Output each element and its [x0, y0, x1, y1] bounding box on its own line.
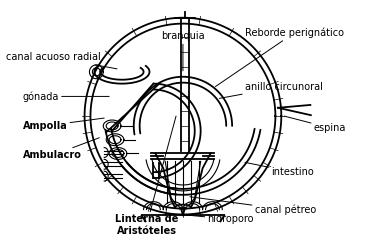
Text: Reborde perignático: Reborde perignático [215, 27, 344, 87]
Text: hidroporo: hidroporo [181, 214, 254, 224]
Text: gónada: gónada [23, 91, 109, 102]
Text: canal pétreo: canal pétreo [190, 197, 316, 215]
Text: canal acuoso radial: canal acuoso radial [6, 52, 117, 69]
Text: branquia: branquia [161, 32, 205, 71]
Text: Ampolla: Ampolla [23, 118, 104, 131]
Text: intestino: intestino [245, 162, 314, 177]
Text: espina: espina [284, 116, 346, 133]
Text: anillo circunoral: anillo circunoral [219, 82, 323, 98]
Text: Linterna de
Aristóteles: Linterna de Aristóteles [115, 116, 178, 236]
Text: Ambulacro: Ambulacro [23, 138, 99, 161]
